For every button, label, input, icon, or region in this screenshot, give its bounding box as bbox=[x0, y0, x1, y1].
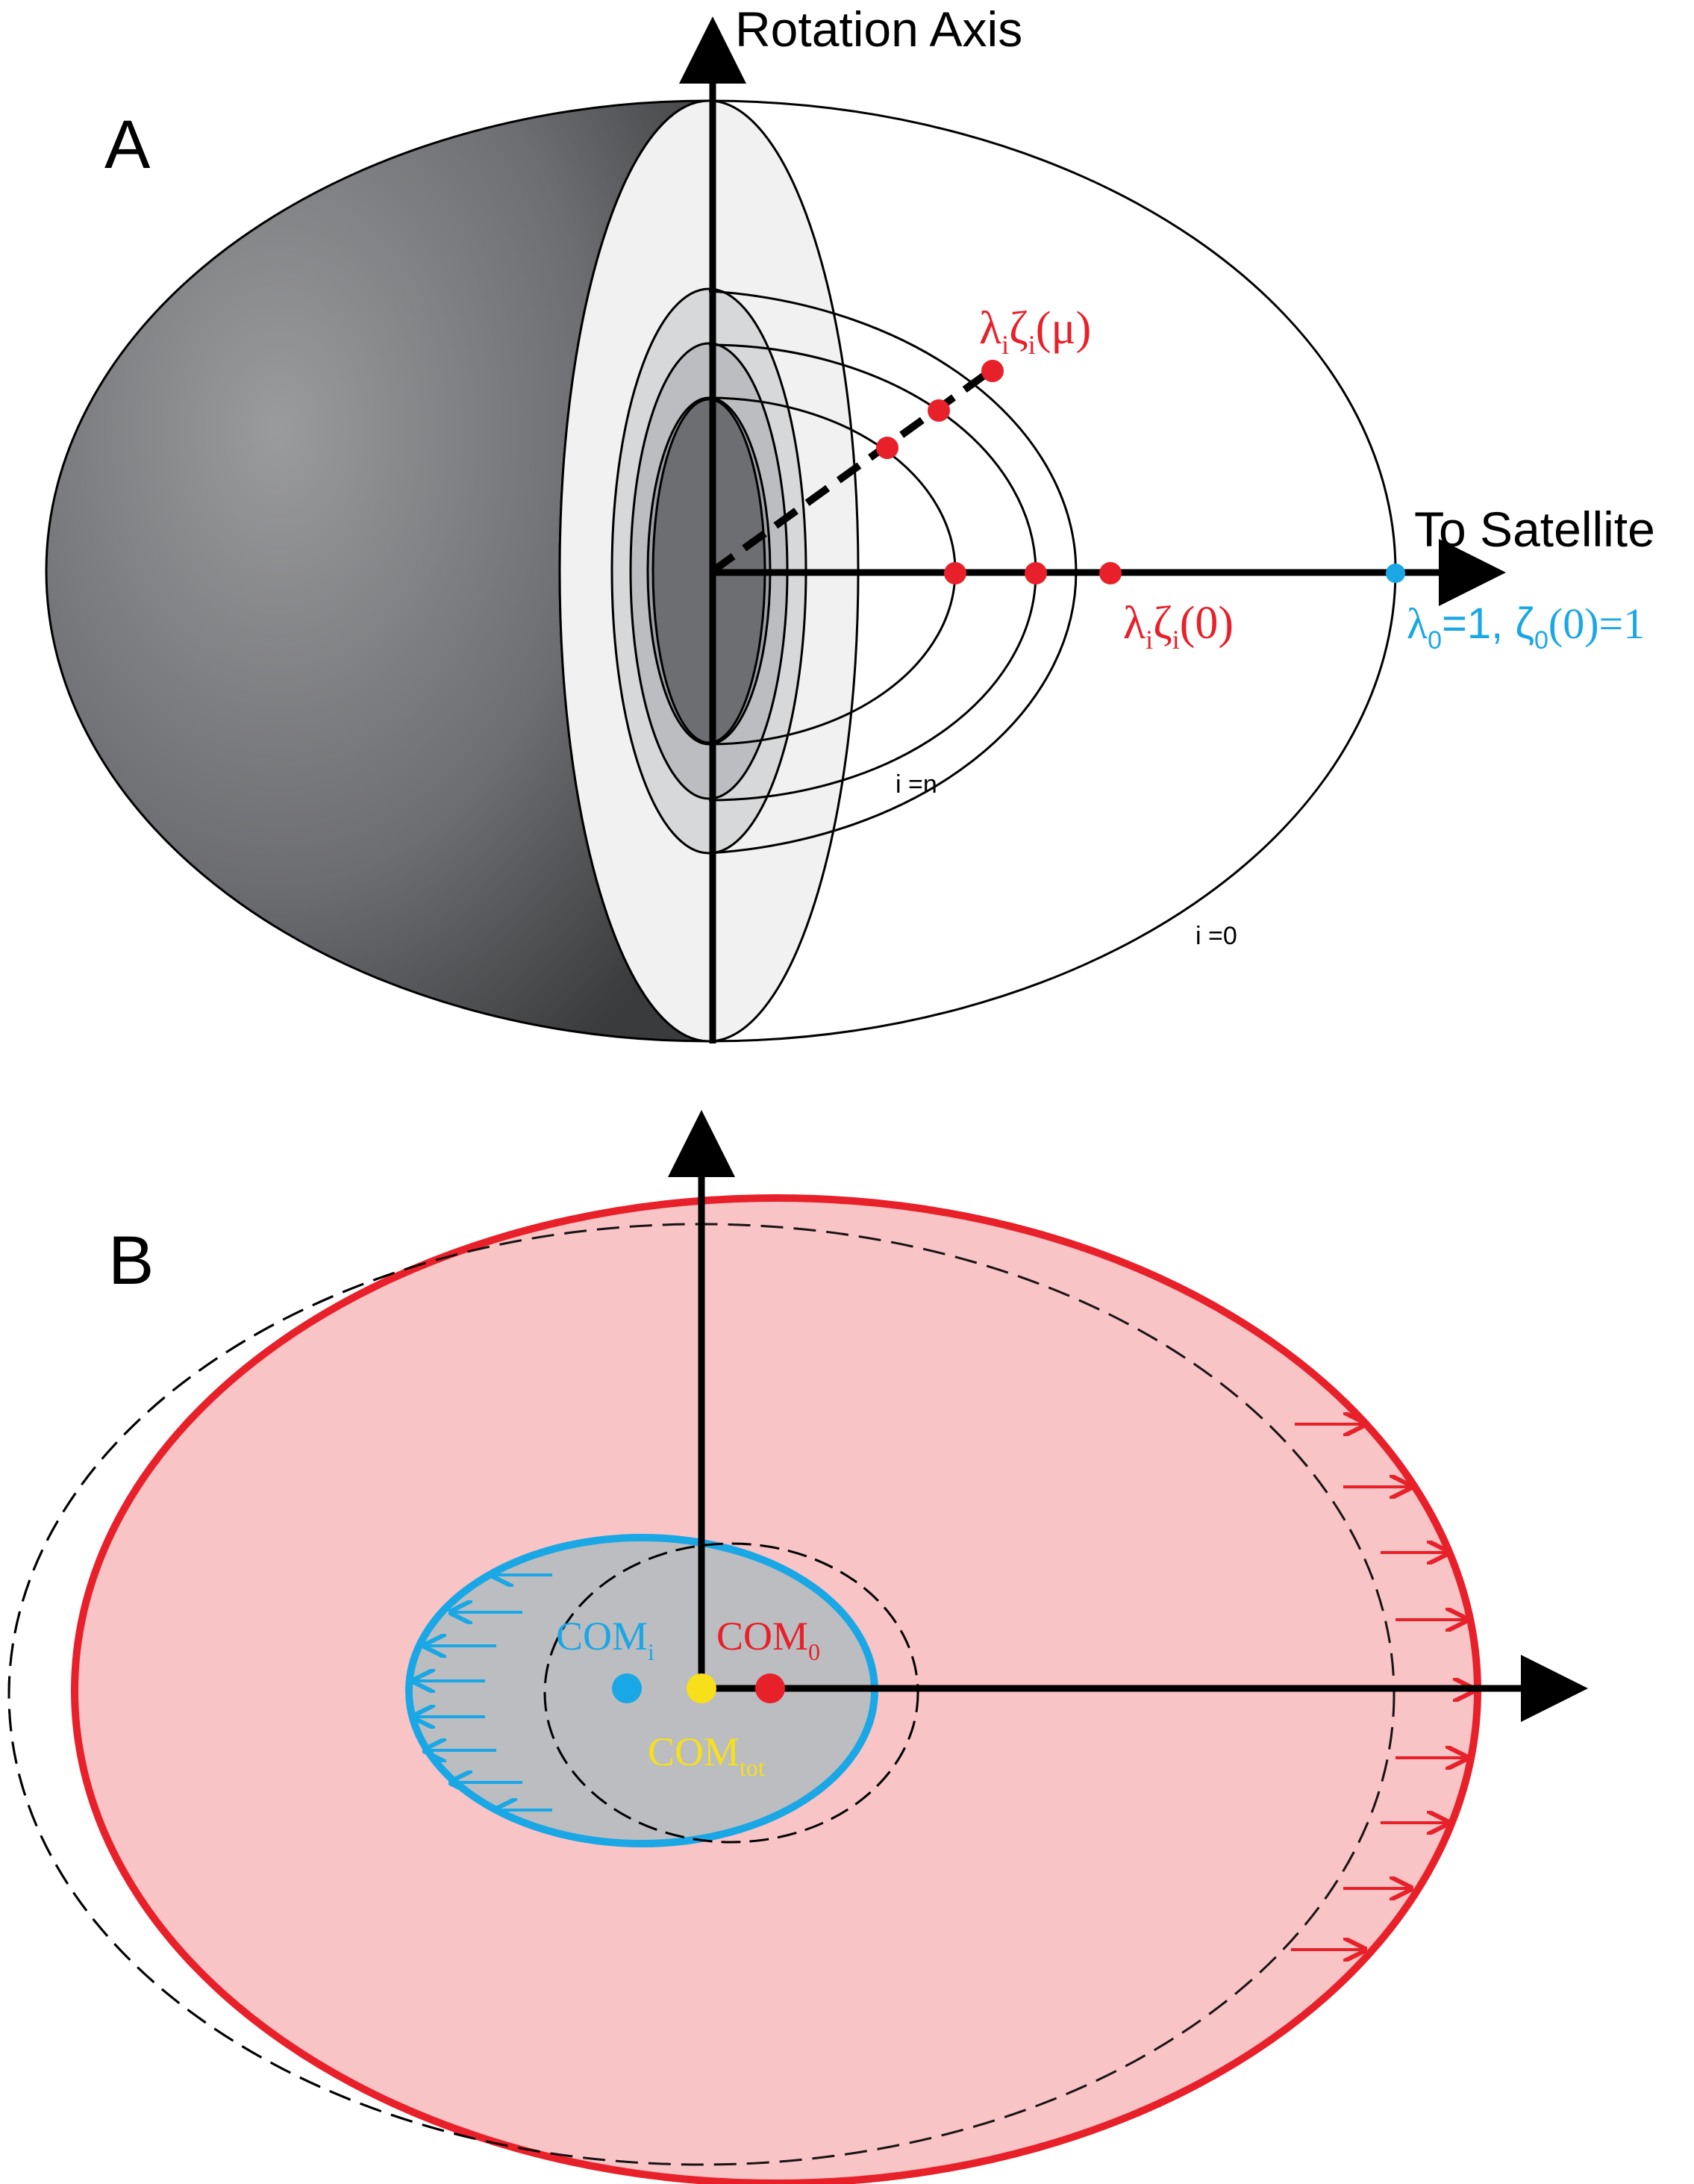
panel-a-letter: A bbox=[104, 107, 151, 183]
panel-a: A Rotation Axis To Satellite bbox=[45, 1, 1655, 1043]
panel-b: B bbox=[7, 1110, 1588, 2184]
inner-reference-ellipse bbox=[543, 1542, 919, 1844]
label-outer-normalization: λ0=1, ζ0(0)=1 bbox=[1407, 599, 1645, 655]
label-i-0: i =0 bbox=[1196, 922, 1237, 950]
label-i-n: i =n bbox=[896, 770, 937, 799]
point-radial-layer-2 bbox=[928, 399, 950, 422]
point-radial-layer-1 bbox=[981, 360, 1004, 382]
com-tot-point bbox=[687, 1673, 716, 1703]
point-equator-layer-3 bbox=[944, 562, 966, 584]
com-i-label: COMi bbox=[556, 1614, 654, 1665]
com-0-point bbox=[755, 1673, 785, 1703]
com-tot-label: COMtot bbox=[648, 1729, 765, 1781]
satellite-label: To Satellite bbox=[1414, 502, 1655, 557]
inner-displacement-arrows bbox=[414, 1575, 552, 1810]
panel-b-letter: B bbox=[108, 1223, 154, 1299]
point-radial-layer-3 bbox=[876, 437, 898, 459]
point-equator-layer-1 bbox=[1099, 562, 1122, 584]
point-equator-outer bbox=[1386, 564, 1405, 583]
point-equator-layer-2 bbox=[1025, 562, 1047, 584]
label-lambda-zeta-mu: λiζi(μ) bbox=[979, 303, 1091, 360]
com-i-point bbox=[612, 1673, 642, 1703]
com-0-label: COM0 bbox=[716, 1614, 820, 1665]
label-lambda-zeta-zero: λiζi(0) bbox=[1123, 598, 1234, 655]
rotation-axis-label: Rotation Axis bbox=[735, 1, 1022, 57]
